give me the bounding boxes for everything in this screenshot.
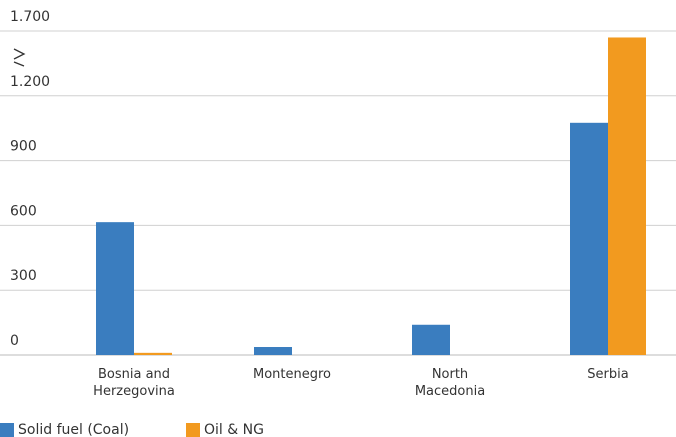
legend-swatch <box>186 423 200 437</box>
legend-label: Solid fuel (Coal) <box>18 422 130 437</box>
y-tick-label: 0 <box>10 333 19 349</box>
y-tick-label: 1.700 <box>10 9 50 25</box>
y-tick-label: 900 <box>10 139 37 155</box>
bar <box>254 347 292 355</box>
bar <box>96 222 134 355</box>
y-tick-label: 300 <box>10 268 37 284</box>
y-tick-label: 600 <box>10 203 37 219</box>
x-tick-label: Serbia <box>587 367 629 382</box>
legend-swatch <box>0 423 14 437</box>
bar <box>134 352 172 355</box>
y-tick-label: 1.200 <box>10 74 50 90</box>
bar <box>412 324 450 355</box>
x-tick-label: North Macedonia <box>414 367 486 399</box>
bar <box>570 122 608 355</box>
x-tick-label: Montenegro <box>252 367 331 382</box>
legend-item: Solid fuel (Coal) <box>0 422 129 437</box>
x-tick-label: Bosnia and Herzegovina <box>93 367 175 399</box>
bar <box>608 37 646 355</box>
legend-label: Oil & NG <box>204 422 264 437</box>
axis-break <box>13 48 26 67</box>
legend-item: Oil & NG <box>186 422 264 437</box>
